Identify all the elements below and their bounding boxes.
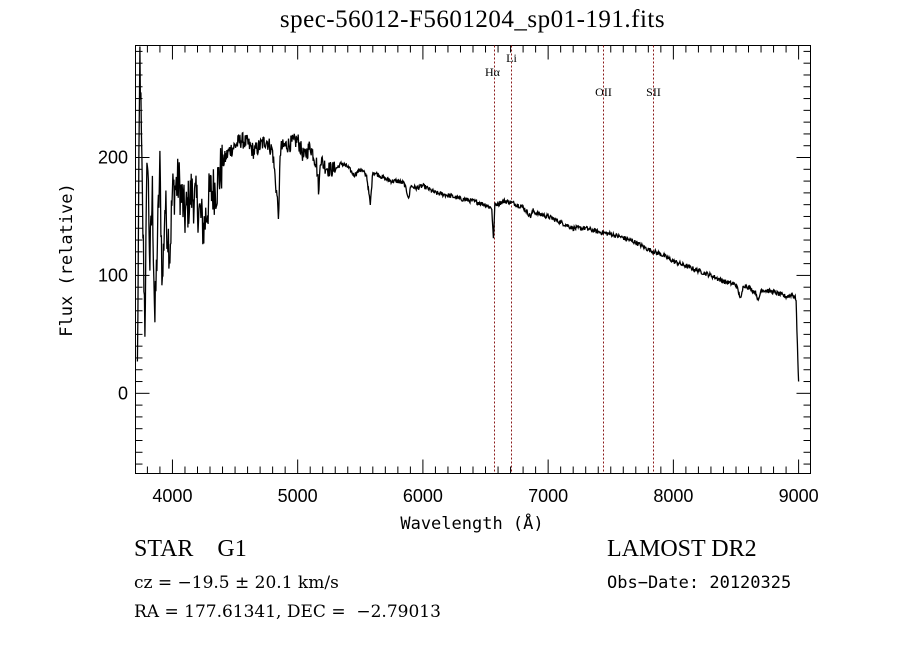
y-axis-label: Flux (relative) — [57, 183, 77, 337]
axis-ticks — [135, 45, 811, 474]
annotation-label: OII — [595, 85, 612, 99]
annotation-label: Hα — [485, 65, 501, 79]
annotation-label: Li — [506, 51, 517, 65]
x-tick-label: 4000 — [152, 486, 192, 506]
ra-dec: RA = 177.61341, DEC = −2.79013 — [134, 602, 441, 622]
x-tick-labels: 4000 5000 6000 7000 8000 9000 — [152, 486, 818, 506]
redshift-cz: cz = −19.5 ± 20.1 km/s — [134, 573, 339, 593]
obs-date: Obs−Date: 20120325 — [607, 573, 792, 593]
x-tick-label: 5000 — [278, 486, 318, 506]
x-tick-label: 6000 — [403, 486, 443, 506]
x-tick-label: 8000 — [653, 486, 693, 506]
plot-frame — [135, 45, 811, 474]
object-class: STAR G1 — [134, 536, 247, 562]
x-tick-label: 9000 — [779, 486, 819, 506]
x-tick-label: 7000 — [528, 486, 568, 506]
survey-name: LAMOST DR2 — [607, 536, 757, 562]
spectrum-line — [136, 46, 800, 382]
line-annotations: Hα Li OII SII — [485, 45, 661, 474]
annotation-label: SII — [646, 85, 661, 99]
chart-title: spec-56012-F5601204_sp01-191.fits — [279, 6, 666, 33]
x-axis-label: Wavelength (Å) — [400, 512, 543, 534]
y-tick-label: 100 — [98, 265, 128, 285]
y-tick-labels: 0 100 200 — [98, 148, 128, 404]
y-tick-label: 200 — [98, 148, 128, 168]
y-tick-label: 0 — [118, 383, 128, 403]
